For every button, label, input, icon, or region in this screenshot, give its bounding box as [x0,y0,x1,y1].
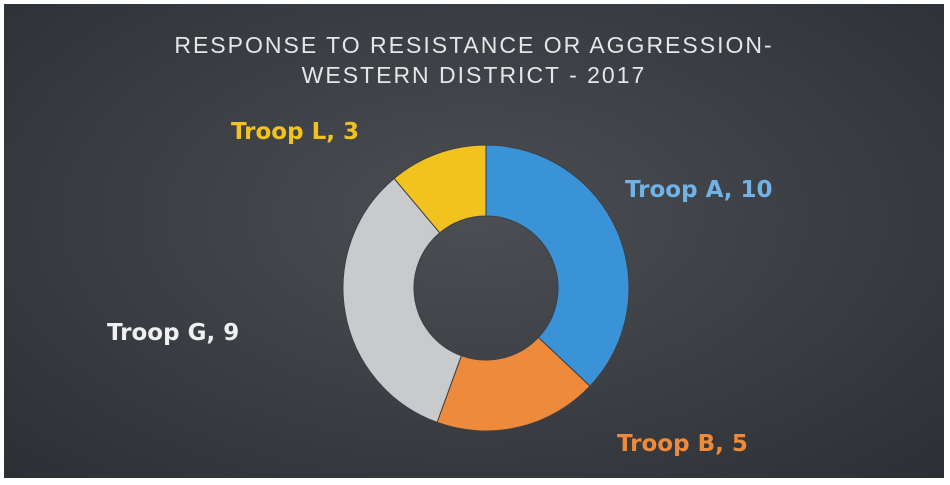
chart-title: RESPONSE TO RESISTANCE OR AGGRESSION- WE… [4,30,944,90]
slice-label-troop-b: Troop B, 5 [617,431,748,457]
chart-title-line-1: RESPONSE TO RESISTANCE OR AGGRESSION- [174,32,774,58]
slice-label-troop-a: Troop A, 10 [625,177,773,203]
slice-label-troop-g: Troop G, 9 [107,320,239,346]
slice-label-troop-l: Troop L, 3 [231,119,359,145]
donut-slice-troop-l [393,144,487,234]
donut-slice-troop-b [436,336,591,432]
chart-title-line-2: WESTERN DISTRICT - 2017 [301,62,647,88]
donut-chart: Troop A, 10 Troop B, 5 Troop G, 9 Troop L, … [107,119,773,457]
donut-slice-troop-g [342,177,463,424]
chart-slide: RESPONSE TO RESISTANCE OR AGGRESSION- WE… [4,4,944,478]
donut-slice-troop-a [485,144,630,387]
